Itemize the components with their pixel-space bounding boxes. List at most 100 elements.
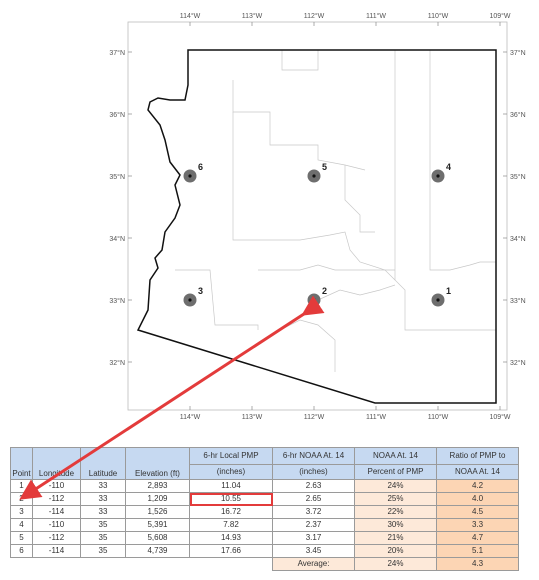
cell-ratio: 4.2	[436, 479, 519, 493]
county-boundaries	[175, 49, 496, 372]
average-label: Average:	[272, 557, 355, 571]
cell-longitude: -110	[32, 518, 81, 532]
header-point: Point	[10, 447, 33, 480]
cell-latitude: 33	[80, 479, 126, 493]
cell-latitude: 35	[80, 544, 126, 558]
map-frame	[127, 21, 508, 411]
cell-longitude: -110	[32, 479, 81, 493]
lon-tick: 113°W	[242, 413, 263, 420]
cell-noaa: 3.72	[272, 505, 355, 519]
cell-ratio: 4.7	[436, 531, 519, 545]
lat-tick: 35°N	[109, 173, 125, 181]
cell-percent: 20%	[354, 544, 437, 558]
point-label: 3	[198, 286, 203, 296]
table-row: 4 -110 35 5,391 7.82 2.37 30% 3.3	[10, 518, 519, 532]
point-center	[312, 174, 316, 178]
cell-elevation: 5,391	[125, 518, 190, 532]
cell-percent: 22%	[354, 505, 437, 519]
average-row: Average: 24% 4.3	[11, 557, 519, 571]
arizona-map: 114°W 113°W 112°W 111°W 110°W 109°W 114°…	[109, 12, 526, 420]
header-noaa: 6-hr NOAA At. 14	[272, 447, 355, 465]
point-center	[188, 298, 192, 302]
tick-marks	[128, 22, 507, 410]
lat-tick: 32°N	[510, 359, 526, 367]
cell-point: 2	[10, 492, 33, 506]
state-boundary	[136, 49, 497, 404]
cell-local-pmp: 7.82	[189, 518, 273, 532]
cell-latitude: 33	[80, 492, 126, 506]
lon-tick: 109°W	[489, 413, 510, 420]
lon-tick: 112°W	[304, 12, 325, 20]
cell-ratio: 5.1	[436, 544, 519, 558]
header-longitude: Longitude	[32, 447, 81, 480]
point-center	[436, 298, 440, 302]
header-percent: NOAA At. 14	[354, 447, 437, 465]
cell-longitude: -112	[32, 531, 81, 545]
header-ratio-sub: NOAA At. 14	[436, 464, 519, 480]
header-elevation: Elevation (ft)	[125, 447, 190, 480]
point-label: 4	[446, 162, 451, 172]
cell-latitude: 35	[80, 518, 126, 532]
average-percent: 24%	[354, 557, 437, 571]
cell-longitude: -114	[32, 544, 81, 558]
lon-tick: 110°W	[428, 413, 449, 420]
lat-tick: 32°N	[109, 359, 125, 367]
lat-tick: 33°N	[510, 297, 526, 305]
lon-tick: 109°W	[489, 12, 510, 20]
point-label: 5	[322, 162, 327, 172]
lat-tick: 36°N	[109, 111, 125, 119]
lat-tick: 34°N	[510, 235, 526, 243]
lat-tick: 35°N	[510, 173, 526, 181]
cell-ratio: 3.3	[436, 518, 519, 532]
lat-tick: 36°N	[510, 111, 526, 119]
pmp-comparison-table: Point Longitude Latitude Elevation (ft) …	[10, 447, 519, 571]
lat-tick: 34°N	[109, 235, 125, 243]
lon-labels-top: 114°W 113°W 112°W 111°W 110°W 109°W	[180, 12, 511, 20]
average-ratio: 4.3	[436, 557, 519, 571]
cell-noaa: 2.63	[272, 479, 355, 493]
table-row: 3 -114 33 1,526 16.72 3.72 22% 4.5	[10, 505, 519, 519]
lon-tick: 114°W	[180, 12, 201, 20]
table-row: 6 -114 35 4,739 17.66 3.45 20% 5.1	[10, 544, 519, 558]
lon-tick: 114°W	[180, 413, 201, 420]
lon-tick: 112°W	[304, 413, 325, 420]
table-row-highlighted: 2 -112 33 1,209 10.55 2.65 25% 4.0	[10, 492, 519, 506]
cell-elevation: 4,739	[125, 544, 190, 558]
header-local-pmp-units: (inches)	[189, 464, 273, 480]
cell-point: 5	[10, 531, 33, 545]
lat-tick: 33°N	[109, 297, 125, 305]
header-percent-sub: Percent of PMP	[354, 464, 437, 480]
cell-latitude: 35	[80, 531, 126, 545]
lat-tick: 37°N	[109, 49, 125, 57]
lon-tick: 111°W	[366, 12, 386, 20]
cell-local-pmp: 14.93	[189, 531, 273, 545]
lon-labels-bottom: 114°W 113°W 112°W 111°W 110°W 109°W	[180, 413, 511, 420]
cell-local-pmp: 11.04	[189, 479, 273, 493]
cell-percent: 30%	[354, 518, 437, 532]
cell-point: 3	[10, 505, 33, 519]
header-latitude: Latitude	[80, 447, 126, 480]
cell-elevation: 2,893	[125, 479, 190, 493]
point-center	[312, 298, 316, 302]
cell-point: 4	[10, 518, 33, 532]
cell-local-pmp: 16.72	[189, 505, 273, 519]
cell-noaa: 3.45	[272, 544, 355, 558]
cell-percent: 21%	[354, 531, 437, 545]
lon-tick: 113°W	[242, 12, 263, 20]
cell-local-pmp-highlighted: 10.55	[189, 492, 273, 506]
header-noaa-units: (inches)	[272, 464, 355, 480]
cell-noaa: 2.37	[272, 518, 355, 532]
lon-tick: 110°W	[428, 12, 449, 20]
cell-longitude: -112	[32, 492, 81, 506]
cell-point: 1	[10, 479, 33, 493]
lat-tick: 37°N	[510, 49, 526, 57]
point-center	[436, 174, 440, 178]
point-label: 2	[322, 286, 327, 296]
cell-elevation: 5,608	[125, 531, 190, 545]
table-row: 1 -110 33 2,893 11.04 2.63 24% 4.2	[10, 479, 519, 493]
cell-longitude: -114	[32, 505, 81, 519]
cell-elevation: 1,209	[125, 492, 190, 506]
cell-percent: 25%	[354, 492, 437, 506]
pmp-points: 1 2 3 4 5 6	[183, 162, 451, 307]
lat-labels-right: 37°N 36°N 35°N 34°N 33°N 32°N	[510, 49, 526, 367]
